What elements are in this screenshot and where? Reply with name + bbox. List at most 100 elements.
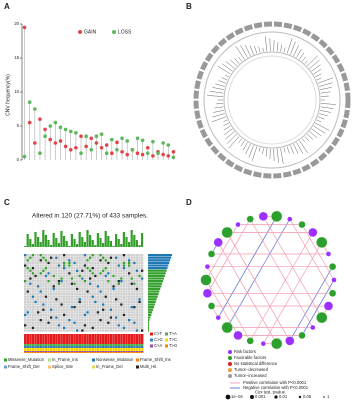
cell [138, 306, 141, 309]
titv-bar [141, 352, 144, 353]
cell [63, 285, 66, 288]
cell [83, 295, 87, 298]
circos-tick [265, 148, 268, 157]
cell [78, 287, 81, 291]
cell [107, 324, 110, 327]
cell [96, 321, 100, 324]
cell [52, 285, 55, 288]
legend-swatch [4, 365, 7, 369]
cell [86, 295, 89, 298]
cell [117, 274, 120, 278]
cell [115, 324, 118, 327]
cell [89, 295, 92, 298]
cell [44, 293, 48, 296]
cell [29, 316, 32, 319]
titv-bar [29, 334, 32, 344]
cell [99, 254, 102, 257]
circos-tick [240, 45, 248, 58]
cell [99, 303, 102, 306]
cell [104, 254, 107, 257]
titv-bar [57, 351, 61, 352]
cell [78, 295, 81, 298]
circos-tick [311, 64, 321, 72]
cell [26, 313, 29, 317]
legend-swatch [150, 338, 153, 342]
cell [107, 306, 110, 309]
cell [81, 326, 84, 330]
cell [117, 254, 120, 257]
node [298, 220, 306, 229]
cell [81, 256, 84, 259]
cell [117, 319, 120, 322]
cell [37, 290, 40, 293]
cell [50, 264, 53, 267]
cell [125, 319, 128, 322]
cell [44, 280, 48, 283]
cell [76, 293, 79, 296]
cell [91, 259, 94, 262]
cell [94, 269, 97, 272]
cell [57, 329, 61, 332]
cell [52, 293, 55, 296]
cell [26, 287, 29, 291]
cell [73, 269, 76, 272]
cell [37, 308, 40, 311]
top-bar [52, 233, 55, 247]
cell [44, 316, 48, 319]
cell [37, 261, 40, 265]
cell [78, 282, 81, 285]
cell [117, 326, 120, 330]
cell [125, 313, 128, 317]
cell [94, 306, 97, 309]
cell [122, 321, 126, 324]
cell [34, 326, 37, 330]
titv-bar [44, 344, 48, 346]
cell [91, 269, 94, 272]
cell [31, 272, 35, 275]
circos [193, 21, 351, 179]
cell [34, 295, 37, 298]
cell [57, 269, 61, 272]
cell [107, 264, 110, 267]
cell [68, 313, 71, 317]
titv-bar [115, 348, 118, 351]
cell [52, 326, 55, 330]
cell [57, 267, 61, 270]
cell [44, 321, 48, 324]
cell [39, 311, 42, 314]
cell [96, 280, 100, 283]
cell [107, 256, 110, 259]
titv-bar [117, 334, 120, 344]
cell [73, 295, 76, 298]
titv-bar [86, 346, 89, 348]
cell [50, 313, 53, 317]
cell [104, 290, 107, 293]
cell [24, 316, 27, 319]
cell [89, 280, 92, 283]
titv-bar [135, 352, 139, 353]
cell [86, 329, 89, 332]
cell [107, 321, 110, 324]
cell [125, 274, 128, 278]
cell [37, 295, 40, 298]
cell [128, 287, 131, 291]
cell [57, 300, 61, 304]
top-bar [99, 238, 102, 247]
cell [133, 300, 136, 304]
cell [122, 277, 126, 280]
cell [57, 308, 61, 311]
top-bar [78, 232, 81, 247]
titv-bar [83, 344, 87, 346]
titv-bar [125, 346, 128, 348]
cell [141, 259, 144, 262]
cell [102, 306, 105, 309]
cell [26, 290, 29, 293]
cell [86, 269, 89, 272]
titv-bar [133, 352, 136, 353]
cell [86, 298, 89, 301]
titv-bar [52, 344, 55, 346]
cell [70, 267, 74, 270]
cell [115, 259, 118, 262]
cell [55, 303, 58, 306]
cell [122, 293, 126, 296]
